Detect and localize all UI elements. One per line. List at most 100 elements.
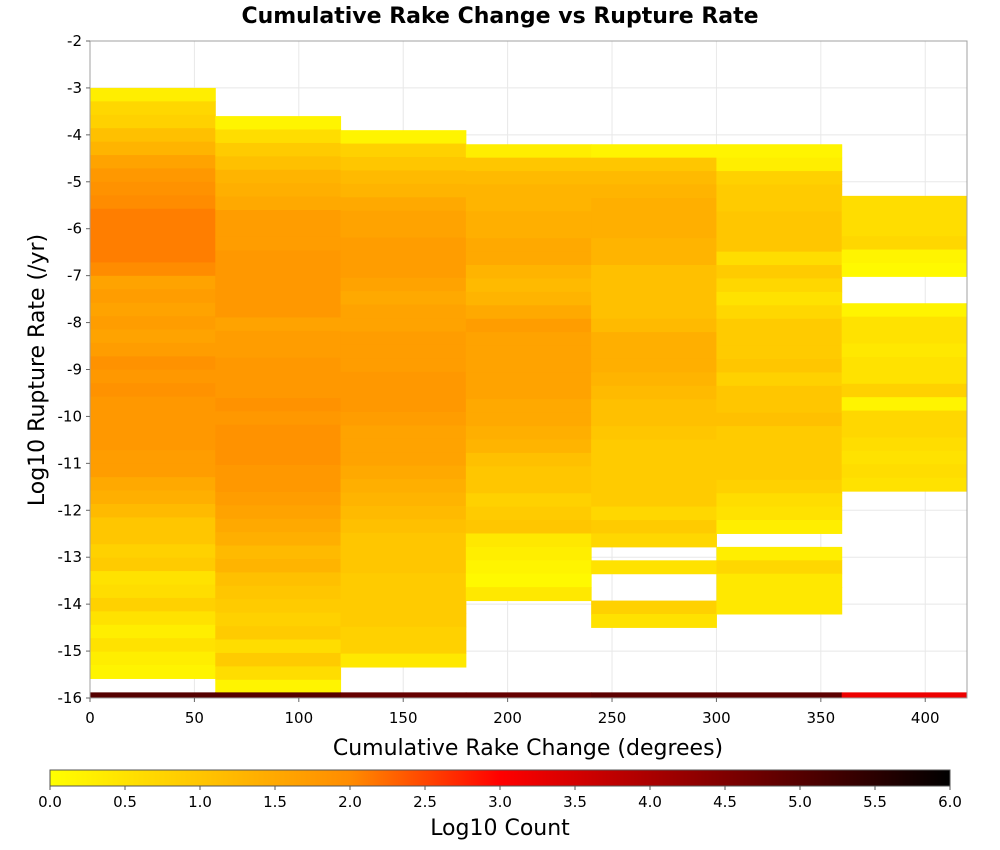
heatmap-cell xyxy=(465,439,592,454)
heatmap-cell xyxy=(90,141,216,156)
x-tick-label: 100 xyxy=(284,709,313,727)
heatmap-cell xyxy=(716,318,843,333)
heatmap-cell xyxy=(215,223,342,238)
heatmap-cell xyxy=(591,520,717,534)
heatmap-cell xyxy=(215,451,342,466)
heatmap-cell xyxy=(716,399,843,414)
heatmap-cell xyxy=(90,222,216,237)
heatmap-cell xyxy=(716,520,843,534)
heatmap-cell xyxy=(716,412,843,427)
heatmap-cell xyxy=(340,640,467,655)
heatmap-cell xyxy=(90,611,216,626)
heatmap-cell xyxy=(90,638,216,653)
y-tick-label: -6 xyxy=(67,220,82,238)
heatmap-cell xyxy=(215,277,342,292)
heatmap-cell xyxy=(591,211,717,226)
colorbar-tick-label: 0.5 xyxy=(113,793,137,811)
heatmap-cell xyxy=(340,224,467,239)
heatmap-cell xyxy=(591,157,717,172)
colorbar-tick-label: 3.0 xyxy=(488,793,512,811)
heatmap-cell xyxy=(340,532,467,547)
heatmap-cell xyxy=(90,316,216,331)
heatmap-cell xyxy=(215,518,342,533)
heatmap-cell xyxy=(215,210,342,224)
heatmap-cell xyxy=(465,238,592,253)
heatmap-cell xyxy=(465,587,592,602)
heatmap-cell xyxy=(90,544,216,559)
heatmap-cell xyxy=(340,573,467,587)
heatmap-cell xyxy=(841,437,968,452)
heatmap-cell xyxy=(716,493,843,508)
heatmap-cell xyxy=(465,372,592,387)
heatmap-cell xyxy=(591,318,717,333)
heatmap-cell xyxy=(215,585,342,600)
heatmap-cell xyxy=(591,144,717,159)
heatmap-cell xyxy=(591,184,717,199)
heatmap-cell xyxy=(340,277,467,292)
heatmap-cell xyxy=(591,358,717,373)
colorbar-label: Log10 Count xyxy=(430,816,570,841)
heatmap-cell xyxy=(215,183,342,198)
heatmap-cell xyxy=(90,262,216,277)
heatmap-cell xyxy=(90,289,216,304)
heatmap-cell xyxy=(841,477,968,492)
heatmap-cell xyxy=(90,557,216,572)
heatmap-cell xyxy=(465,251,592,266)
heatmap-cell xyxy=(340,492,467,507)
heatmap-cell xyxy=(90,503,216,518)
heatmap-cell xyxy=(90,101,216,116)
heatmap-cell xyxy=(90,155,216,169)
heatmap-cell xyxy=(90,342,216,357)
heatmap-cell xyxy=(591,251,717,266)
heatmap-cell xyxy=(591,372,717,387)
heatmap-cell xyxy=(340,465,467,480)
heatmap-cell xyxy=(215,679,342,693)
heatmap-cell xyxy=(90,624,216,639)
heatmap-cell xyxy=(841,383,968,398)
heatmap-cell xyxy=(716,358,843,373)
heatmap-cell xyxy=(340,143,467,158)
heatmap-cell xyxy=(215,303,342,318)
y-tick-label: -14 xyxy=(58,595,83,613)
heatmap-cell xyxy=(215,491,342,506)
heatmap-cell xyxy=(716,291,843,306)
heatmap-cell xyxy=(841,195,968,210)
x-tick-label: 200 xyxy=(493,709,522,727)
heatmap-cell xyxy=(340,210,467,225)
y-tick-label: -13 xyxy=(58,548,83,566)
heatmap-cell xyxy=(340,170,467,185)
heatmap-cell xyxy=(841,397,968,412)
heatmap-cell xyxy=(465,520,592,534)
heatmap-cell xyxy=(716,573,843,588)
heatmap-cell xyxy=(215,384,342,399)
heatmap-cell xyxy=(215,371,342,386)
heatmap-cell xyxy=(591,479,717,494)
heatmap-cell xyxy=(340,385,467,400)
heatmap-cell xyxy=(340,318,467,332)
heatmap-cell xyxy=(340,358,467,373)
y-tick-label: -3 xyxy=(67,79,82,97)
y-tick-label: -2 xyxy=(67,32,82,50)
heatmap-cell xyxy=(591,291,717,306)
y-tick-label: -12 xyxy=(58,501,83,519)
heatmap-cell xyxy=(716,439,843,454)
heatmap-cell xyxy=(465,265,592,279)
heatmap-cell xyxy=(90,410,216,424)
heatmap-cell xyxy=(215,478,342,493)
y-tick-label: -16 xyxy=(58,689,83,707)
y-tick-label: -5 xyxy=(67,173,82,191)
heatmap-cell xyxy=(716,184,843,199)
heatmap-cell xyxy=(716,466,843,481)
heatmap-cell xyxy=(90,275,216,290)
heatmap-cell xyxy=(90,450,216,465)
heatmap-cell xyxy=(90,571,216,586)
heatmap-cell xyxy=(215,411,342,426)
chart-title: Cumulative Rake Change vs Rupture Rate xyxy=(241,4,758,29)
heatmap-cell xyxy=(841,343,968,358)
heatmap-cell xyxy=(841,410,968,425)
heatmap-cell xyxy=(90,248,216,263)
heatmap-cell xyxy=(340,479,467,494)
heatmap-cell xyxy=(215,196,342,211)
x-tick-label: 400 xyxy=(911,709,940,727)
